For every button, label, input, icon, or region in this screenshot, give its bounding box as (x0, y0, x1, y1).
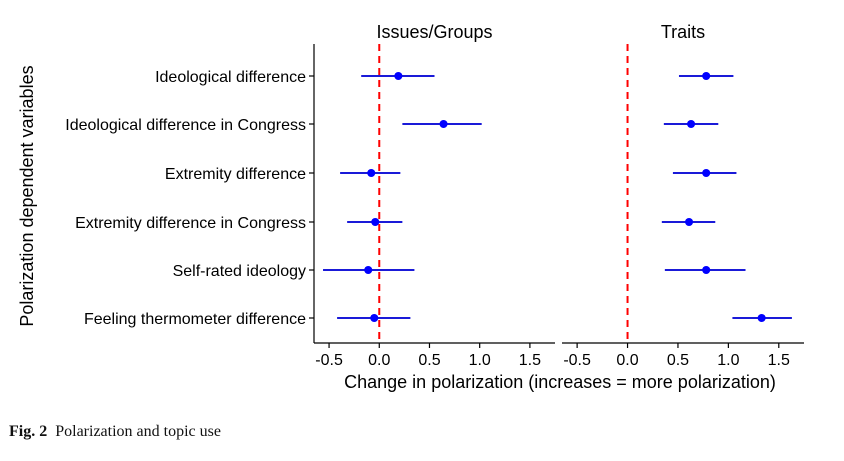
point-estimate (367, 169, 376, 177)
x-tick-label: 1.0 (717, 352, 739, 369)
x-tick-label: 0.5 (667, 352, 689, 369)
point-estimate (702, 169, 711, 177)
x-tick-label: 0.5 (418, 352, 440, 369)
x-axis-label: Change in polarization (increases = more… (344, 372, 776, 392)
x-tick-label: 1.5 (768, 352, 790, 369)
point-estimate (364, 266, 373, 274)
y-axis-label: Polarization dependent variables (17, 65, 37, 326)
x-tick-label: -0.5 (563, 352, 591, 369)
figure-caption-text: Polarization and topic use (55, 423, 221, 440)
panel-title: Traits (661, 22, 705, 42)
y-tick-label: Self-rated ideology (173, 263, 306, 280)
x-tick-label: 0.0 (368, 352, 390, 369)
y-tick-label: Extremity difference in Congress (75, 215, 306, 232)
y-tick-label: Ideological difference (155, 69, 306, 86)
point-estimate (757, 314, 766, 322)
point-estimate (439, 120, 448, 128)
panel-title: Issues/Groups (376, 22, 492, 42)
x-tick-label: 1.5 (519, 352, 541, 369)
coefficient-plot: Polarization dependent variables Change … (17, 22, 804, 392)
point-estimate (685, 218, 694, 226)
point-estimate (687, 120, 696, 128)
y-tick-label: Ideological difference in Congress (65, 117, 306, 134)
x-tick-label: 1.0 (469, 352, 491, 369)
figure-caption: Fig. 2 Polarization and topic use (9, 423, 221, 441)
x-tick-label: 0.0 (616, 352, 638, 369)
y-tick-label: Feeling thermometer difference (84, 311, 306, 328)
x-tick-label: -0.5 (315, 352, 343, 369)
point-estimate (370, 314, 379, 322)
point-estimate (394, 72, 403, 80)
point-estimate (371, 218, 380, 226)
figure-number: Fig. 2 (9, 423, 48, 440)
y-tick-label: Extremity difference (165, 166, 306, 183)
point-estimate (702, 266, 711, 274)
point-estimate (702, 72, 711, 80)
